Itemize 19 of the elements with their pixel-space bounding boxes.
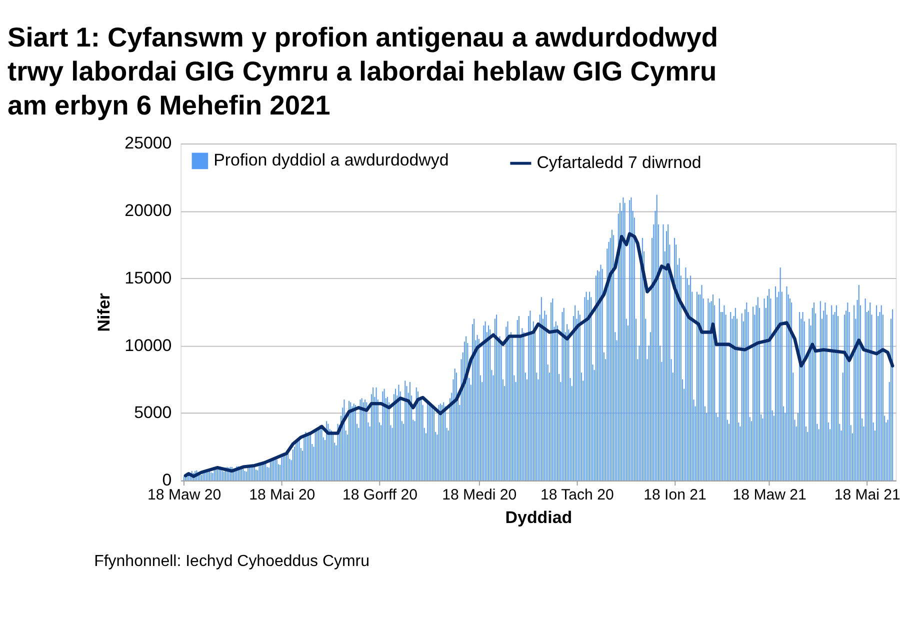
x-tick-label: 18 Medi 20 <box>442 486 517 504</box>
x-tick-label: 18 Mai 21 <box>834 486 900 504</box>
legend-label: Cyfartaledd 7 diwrnod <box>536 153 702 172</box>
y-tick-label: 15000 <box>124 268 172 288</box>
y-tick-label: 5000 <box>134 403 172 422</box>
x-tick-label: 18 Mai 20 <box>249 486 316 504</box>
y-axis-title: Nifer <box>94 292 114 332</box>
chart-title: Siart 1: Cyfanswm y profion antigenau a awdurdodwyd trwy labordai GIG Cymru a labordai heblaw GIG Cymru am erbyn 6 Mehefin 2021 <box>8 22 718 120</box>
x-axis-title: Dyddiad <box>505 508 572 528</box>
line-series <box>184 232 894 478</box>
legend-label: Profion dyddiol a awdurdodwyd <box>214 150 449 170</box>
text: Ffynhonnell: Iechyd Cyhoeddus Cymru <box>94 553 370 570</box>
y-tick-label: 25000 <box>124 134 172 153</box>
y-tick-label: 10000 <box>124 336 172 355</box>
x-tick-label: 18 Maw 21 <box>732 486 806 504</box>
x-tick-label: 18 Gorff 20 <box>342 486 418 504</box>
y-tick-label: 20000 <box>124 201 172 220</box>
x-tick-label: 18 Tach 20 <box>540 486 614 504</box>
x-tick-label: 18 Ion 21 <box>644 486 706 504</box>
